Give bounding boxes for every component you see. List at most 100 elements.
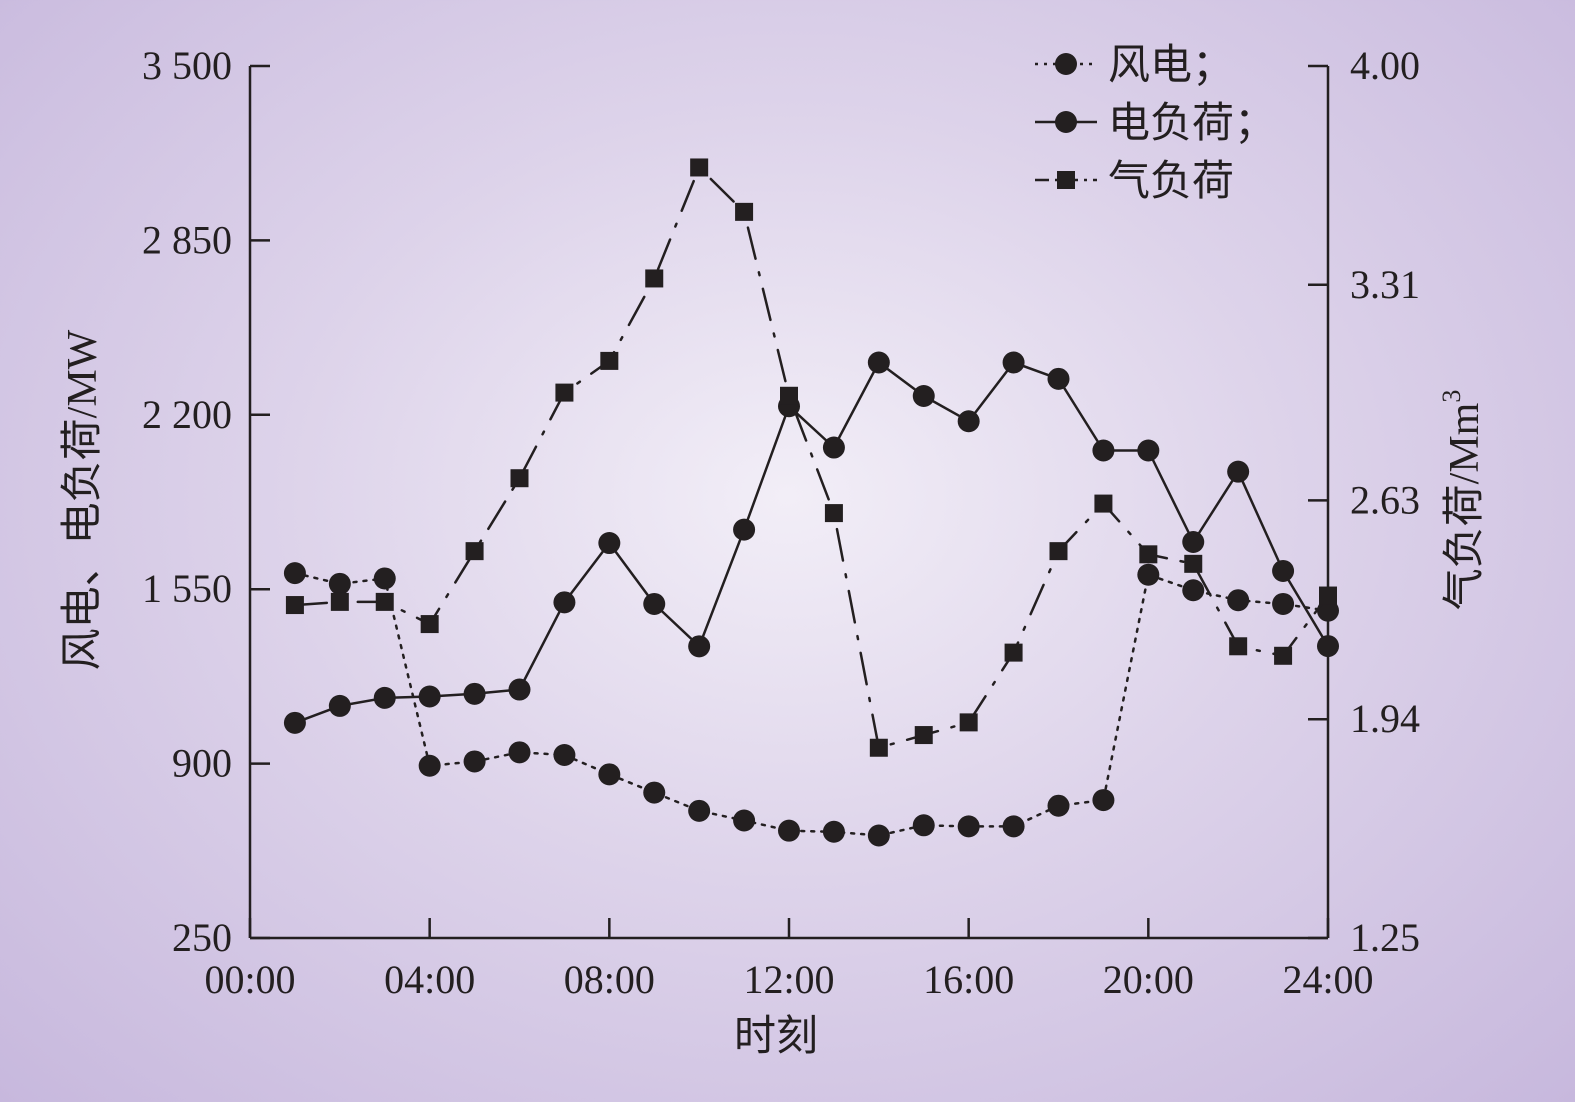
series-layer [283,158,1339,847]
data-point [1047,367,1070,390]
data-point [463,750,486,773]
legend-label: 气负荷 [1108,159,1234,205]
data-point [465,542,484,561]
data-point [1049,542,1068,561]
series-line [293,166,1330,749]
legend-marker [1057,171,1075,189]
data-point [822,436,845,459]
data-point [1274,646,1293,665]
y-axis-right-title-text: 气负荷/Mm [1442,402,1488,610]
y-left-tick-label: 3 500 [142,43,232,88]
data-point [778,819,800,842]
data-point [420,615,439,634]
x-tick-label: 08:00 [564,957,655,1002]
data-point [959,713,978,732]
data-point [1184,554,1203,573]
data-point [418,685,441,708]
data-point [643,592,666,615]
y-axis-right-title: 气负荷/Mm3 [1437,390,1488,611]
legend-label: 电负荷； [1108,101,1276,147]
data-point [1004,643,1023,662]
data-point [553,591,576,614]
data-point [1094,494,1113,513]
axes: 00:00 04:00 08:00 12:00 16:00 20:00 24:00 3 500… [142,43,1420,1002]
data-point [1092,439,1115,462]
x-tick-label: 16:00 [923,957,1014,1002]
data-point [330,592,349,611]
series-2 [283,351,1339,734]
data-point [690,158,709,177]
data-point [418,754,441,777]
data-point [285,596,304,615]
data-point [1139,545,1158,564]
x-tick-label: 24:00 [1282,957,1373,1002]
data-point [1002,351,1025,374]
legend-marker [1055,53,1077,75]
data-point [912,385,935,408]
data-point [688,799,711,822]
y-right-tick-label: 4.00 [1350,43,1420,88]
legend-marker [1055,111,1077,133]
data-point [1092,789,1115,812]
data-point [328,572,351,595]
data-point [867,824,890,847]
y-left-tick-label: 1 550 [142,566,232,611]
data-point [1272,559,1295,582]
data-point [688,635,711,658]
data-point [1272,592,1295,615]
data-point [957,410,980,433]
x-tick-label: 20:00 [1103,957,1194,1002]
x-axis-title: 时刻 [734,1014,818,1060]
series-1 [283,562,1339,847]
data-point [553,744,576,767]
series-line [293,361,1330,725]
data-point [867,351,890,374]
data-point [283,562,306,585]
x-tick-label: 12:00 [743,957,834,1002]
data-point [1227,589,1250,612]
data-point [643,781,666,804]
data-point [1002,815,1025,838]
y-axis-right-title-superscript: 3 [1437,390,1466,403]
data-point [824,504,843,523]
data-point [957,815,980,838]
data-point [1182,579,1205,602]
data-point [1317,635,1339,658]
data-point [508,741,531,764]
legend: 风电； 电负荷； 气负荷 [1035,43,1276,205]
data-point [1047,794,1070,817]
data-point [733,809,756,832]
y-left-tick-label: 2 200 [142,392,232,437]
data-point [912,814,935,837]
y-axis-left-title: 风电、电负荷/MW [60,329,106,670]
data-point [510,469,529,488]
data-point [373,567,396,590]
data-point [1319,586,1337,605]
data-point [555,383,574,402]
y-left-tick-label: 2 850 [142,217,232,262]
data-point [463,682,486,705]
data-point [645,269,664,288]
data-point [1137,563,1160,586]
series-3 [285,158,1337,757]
data-point [1227,460,1250,483]
data-point [600,351,619,370]
series-line [293,571,1330,837]
legend-label: 风电； [1108,43,1234,89]
data-point [373,686,396,709]
y-right-tick-label: 1.94 [1350,696,1420,741]
data-point [1137,439,1160,462]
x-tick-label: 00:00 [204,957,295,1002]
data-point [1229,637,1248,656]
data-point [822,820,845,843]
y-left-tick-label: 900 [172,741,232,786]
y-right-tick-label: 1.25 [1350,915,1420,960]
y-left-tick-label: 250 [172,915,232,960]
data-point [735,202,754,221]
data-point [780,386,798,405]
data-point [733,518,756,541]
data-point [508,678,531,701]
data-point [869,738,888,757]
